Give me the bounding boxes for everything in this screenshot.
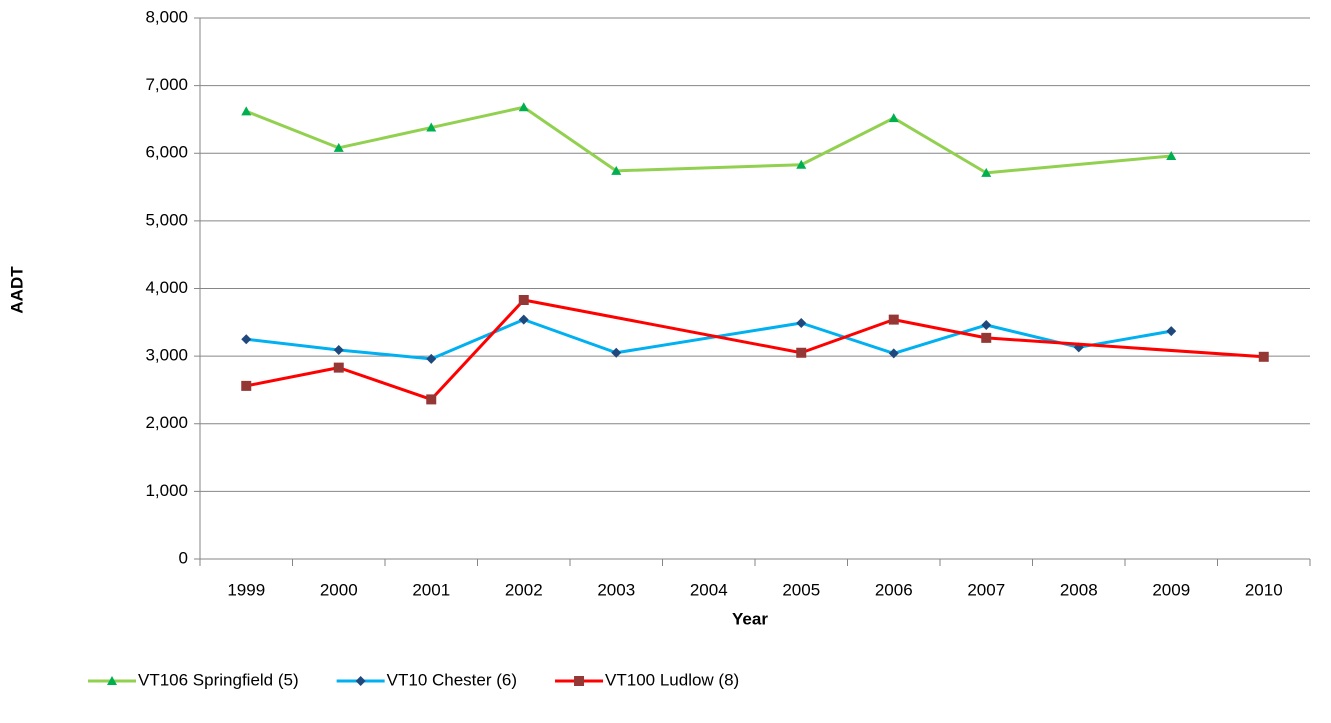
marker (888, 348, 899, 359)
marker (981, 320, 992, 331)
marker (333, 362, 344, 373)
marker (333, 142, 344, 152)
x-tick-label: 2009 (1152, 580, 1190, 599)
marker (888, 113, 899, 123)
marker (355, 676, 366, 686)
y-tick-label: 3,000 (145, 346, 188, 365)
marker (981, 167, 992, 177)
y-tick-label: 1,000 (145, 481, 188, 500)
x-tick-label: 2003 (597, 580, 635, 599)
x-tick-label: 2004 (690, 580, 728, 599)
marker (1166, 150, 1177, 160)
y-tick-label: 2,000 (145, 413, 188, 432)
y-tick-label: 8,000 (145, 7, 188, 26)
series-line (245, 105, 1172, 175)
x-tick-label: 2001 (412, 580, 450, 599)
marker (107, 676, 117, 685)
x-tick-label: 2007 (967, 580, 1005, 599)
marker (888, 314, 899, 325)
series-line (246, 318, 1172, 361)
x-tick-label: 2008 (1060, 580, 1098, 599)
y-tick-label: 5,000 (145, 210, 188, 229)
marker (518, 314, 529, 325)
legend-label: VT100 Ludlow (8) (605, 670, 739, 689)
marker (796, 347, 807, 358)
y-tick-label: 4,000 (145, 278, 188, 297)
x-tick-label: 2005 (782, 580, 820, 599)
marker (426, 394, 437, 405)
legend-label: VT10 Chester (6) (387, 670, 517, 689)
marker (796, 159, 807, 169)
legend-label: VT106 Springfield (5) (138, 670, 299, 689)
y-tick-label: 0 (179, 548, 188, 567)
legend-item: VT106 Springfield (5) (88, 670, 299, 689)
marker (1166, 326, 1177, 337)
marker (796, 317, 807, 328)
marker (333, 345, 344, 356)
x-tick-label: 1999 (227, 580, 265, 599)
marker (241, 106, 252, 116)
marker (518, 294, 529, 305)
x-axis-title: Year (732, 609, 768, 628)
marker (574, 676, 585, 686)
marker (518, 102, 529, 112)
y-axis-title: AADT (7, 266, 26, 314)
marker (981, 332, 992, 343)
x-tick-label: 2010 (1245, 580, 1283, 599)
x-tick-label: 2006 (875, 580, 913, 599)
legend-item: VT10 Chester (6) (336, 670, 517, 689)
series-line (245, 298, 1264, 401)
marker (611, 347, 622, 358)
marker (241, 380, 252, 391)
y-tick-label: 6,000 (145, 143, 188, 162)
marker (426, 353, 437, 364)
x-tick-label: 2000 (320, 580, 358, 599)
marker (426, 122, 437, 132)
marker (1258, 351, 1269, 362)
y-tick-label: 7,000 (145, 75, 188, 94)
legend-item: VT100 Ludlow (8) (555, 670, 739, 689)
marker (241, 334, 252, 345)
marker (611, 165, 622, 175)
x-tick-label: 2002 (505, 580, 543, 599)
